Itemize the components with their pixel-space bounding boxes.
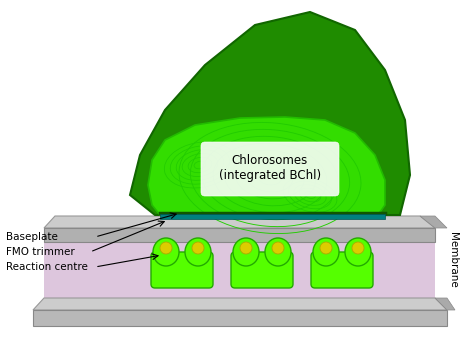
FancyBboxPatch shape: [201, 142, 339, 196]
FancyBboxPatch shape: [151, 252, 213, 288]
Text: Chlorosomes
(integrated BChl): Chlorosomes (integrated BChl): [219, 154, 321, 182]
Text: Baseplate: Baseplate: [6, 232, 58, 242]
Polygon shape: [44, 228, 435, 242]
Ellipse shape: [185, 238, 211, 266]
Text: Membrane: Membrane: [448, 232, 458, 288]
Text: FMO trimmer: FMO trimmer: [6, 247, 75, 257]
FancyBboxPatch shape: [311, 252, 373, 288]
Text: Reaction centre: Reaction centre: [6, 262, 88, 272]
Polygon shape: [130, 12, 410, 215]
Polygon shape: [44, 242, 435, 298]
Polygon shape: [44, 216, 435, 228]
Ellipse shape: [345, 238, 371, 266]
Polygon shape: [33, 298, 447, 310]
Ellipse shape: [272, 242, 284, 254]
Ellipse shape: [240, 242, 252, 254]
Polygon shape: [33, 310, 447, 326]
Ellipse shape: [320, 242, 332, 254]
Polygon shape: [420, 216, 447, 228]
Bar: [160, 214, 385, 219]
Ellipse shape: [265, 238, 291, 266]
Ellipse shape: [233, 238, 259, 266]
Ellipse shape: [352, 242, 364, 254]
Ellipse shape: [313, 238, 339, 266]
Ellipse shape: [160, 242, 172, 254]
Ellipse shape: [153, 238, 179, 266]
Polygon shape: [435, 298, 455, 310]
Polygon shape: [148, 117, 385, 215]
Ellipse shape: [192, 242, 204, 254]
FancyBboxPatch shape: [231, 252, 293, 288]
